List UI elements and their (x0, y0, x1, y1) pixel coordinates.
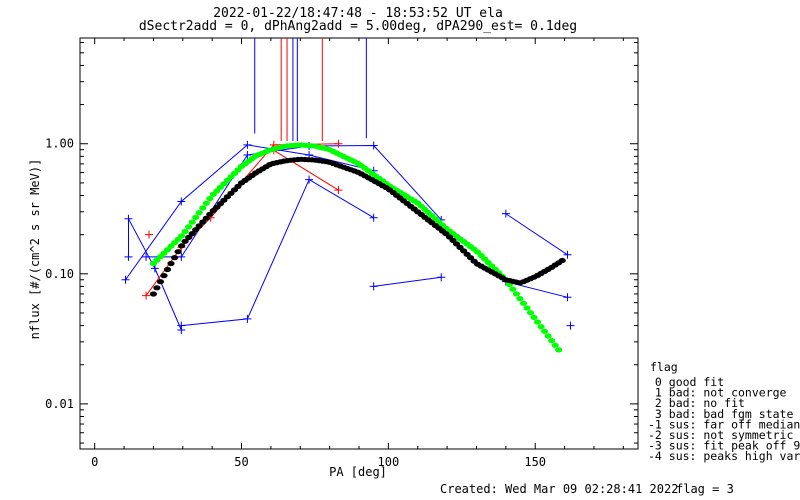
black-fit-dot (206, 211, 214, 217)
black-fit-dot (192, 227, 200, 233)
chart-title-line2: dSectr2add = 0, dPhAng2add = 5.00deg, dP… (139, 19, 577, 34)
plot-axes: 0 50 100 150 0.01 0.10 1.00 (45, 37, 639, 469)
black-fit-dot (181, 238, 189, 244)
data-point-marker (121, 275, 130, 284)
data-point-marker (142, 252, 151, 261)
data-point-marker (243, 314, 252, 323)
x-tick-label: 100 (378, 455, 400, 469)
data-point-marker (177, 321, 186, 330)
green-fit-dot (523, 305, 531, 311)
black-fit-dot (171, 255, 179, 261)
legend-entry: -4 sus: peaks high var (648, 449, 800, 463)
data-point-marker (334, 139, 343, 148)
green-fit-dot (548, 338, 556, 344)
green-fit-dot (551, 342, 559, 348)
data-point-marker (243, 150, 252, 159)
y-tick-label: 0.01 (45, 397, 74, 411)
data-point-marker (334, 186, 343, 195)
y-tick-label: 0.10 (45, 267, 74, 281)
data-point-marker (243, 140, 252, 149)
data-series-line (273, 149, 339, 191)
green-fit-dot (544, 333, 552, 339)
green-fit-dot (526, 310, 535, 316)
data-point-marker (563, 250, 572, 259)
green-fit-dot (541, 328, 549, 334)
y-tick-label: 1.00 (45, 137, 74, 151)
green-fit-dot (555, 347, 563, 353)
black-fit-dot (163, 266, 172, 273)
green-fit-dot (199, 205, 207, 211)
x-tick-label: 50 (234, 455, 248, 469)
green-fit-dot (195, 210, 203, 216)
green-fit-dot (206, 196, 214, 202)
chart-title-line1: 2022-01-22/18:47:48 - 18:53:52 UT ela (213, 6, 503, 21)
legend-entry: -2 sus: not symmetric (648, 428, 793, 442)
data-point-marker (563, 293, 572, 302)
x-tick-label: 0 (91, 455, 98, 469)
green-fit-dot (516, 296, 524, 302)
data-series-line (373, 276, 442, 287)
legend-entry: 1 bad: not converge (648, 386, 787, 400)
green-fit-dot (181, 228, 189, 235)
legend-entry: 3 bad: bad fgm state (648, 407, 793, 421)
green-fit-dot (185, 224, 193, 230)
black-fit-dot (167, 260, 175, 267)
data-point-marker (566, 321, 575, 330)
x-axis-label: PA [deg] (329, 465, 387, 479)
data-point-marker (437, 273, 446, 282)
flag-legend: flag 0 good fit 1 bad: not converge 2 ba… (648, 360, 800, 463)
data-series-line (181, 178, 374, 327)
black-fit-dot (195, 223, 203, 229)
green-fit-dot (534, 319, 542, 325)
data-point-marker (305, 175, 314, 184)
black-fit-dot (185, 234, 193, 240)
black-fit-dot (199, 219, 207, 225)
legend-entry: 0 good fit (648, 375, 724, 389)
legend-entry: -3 sus: fit peak off 90 (648, 439, 800, 453)
data-point-marker (369, 282, 378, 291)
green-fit-dot (537, 324, 545, 330)
green-fit-dot (202, 200, 210, 206)
legend-title: flag (650, 360, 678, 374)
green-fit-dot (530, 314, 538, 320)
green-fit-dot (519, 300, 528, 306)
black-fit-dot (202, 215, 210, 221)
data-point-marker (145, 230, 154, 239)
green-fit-dot (188, 219, 196, 225)
black-fit-dot (188, 231, 196, 237)
data-point-marker (142, 291, 151, 300)
data-point-marker (177, 252, 186, 261)
green-fit-dot (509, 286, 517, 292)
data-series-line (505, 213, 568, 256)
black-fit-dot (153, 285, 161, 291)
y-axis-label: nflux [#/(cm^2 s sr MeV)] (28, 159, 42, 340)
data-point-marker (369, 141, 378, 150)
legend-entry: -1 sus: far off median (648, 417, 800, 431)
data-point-marker (501, 209, 510, 218)
black-fit-dot (149, 291, 157, 297)
created-timestamp: Created: Wed Mar 09 02:28:41 2022 (440, 482, 678, 496)
x-tick-label: 150 (524, 455, 546, 469)
green-fit-dot (178, 233, 186, 239)
black-fit-dot (156, 279, 165, 285)
legend-entry: 2 bad: no fit (648, 396, 745, 410)
plot-marks (121, 38, 575, 353)
green-fit-dot (192, 214, 200, 220)
green-fit-dot (512, 291, 521, 297)
data-point-marker (124, 214, 133, 223)
data-series-line (128, 218, 182, 331)
data-point-marker (124, 252, 133, 261)
black-fit-dot (160, 273, 168, 279)
black-fit-dot (178, 243, 186, 249)
plot-frame (79, 37, 639, 450)
black-fit-dot (558, 257, 566, 264)
data-point-marker (177, 197, 186, 206)
flag-value: flag = 3 (676, 482, 734, 496)
black-fit-dot (174, 249, 182, 255)
data-point-marker (369, 213, 378, 222)
